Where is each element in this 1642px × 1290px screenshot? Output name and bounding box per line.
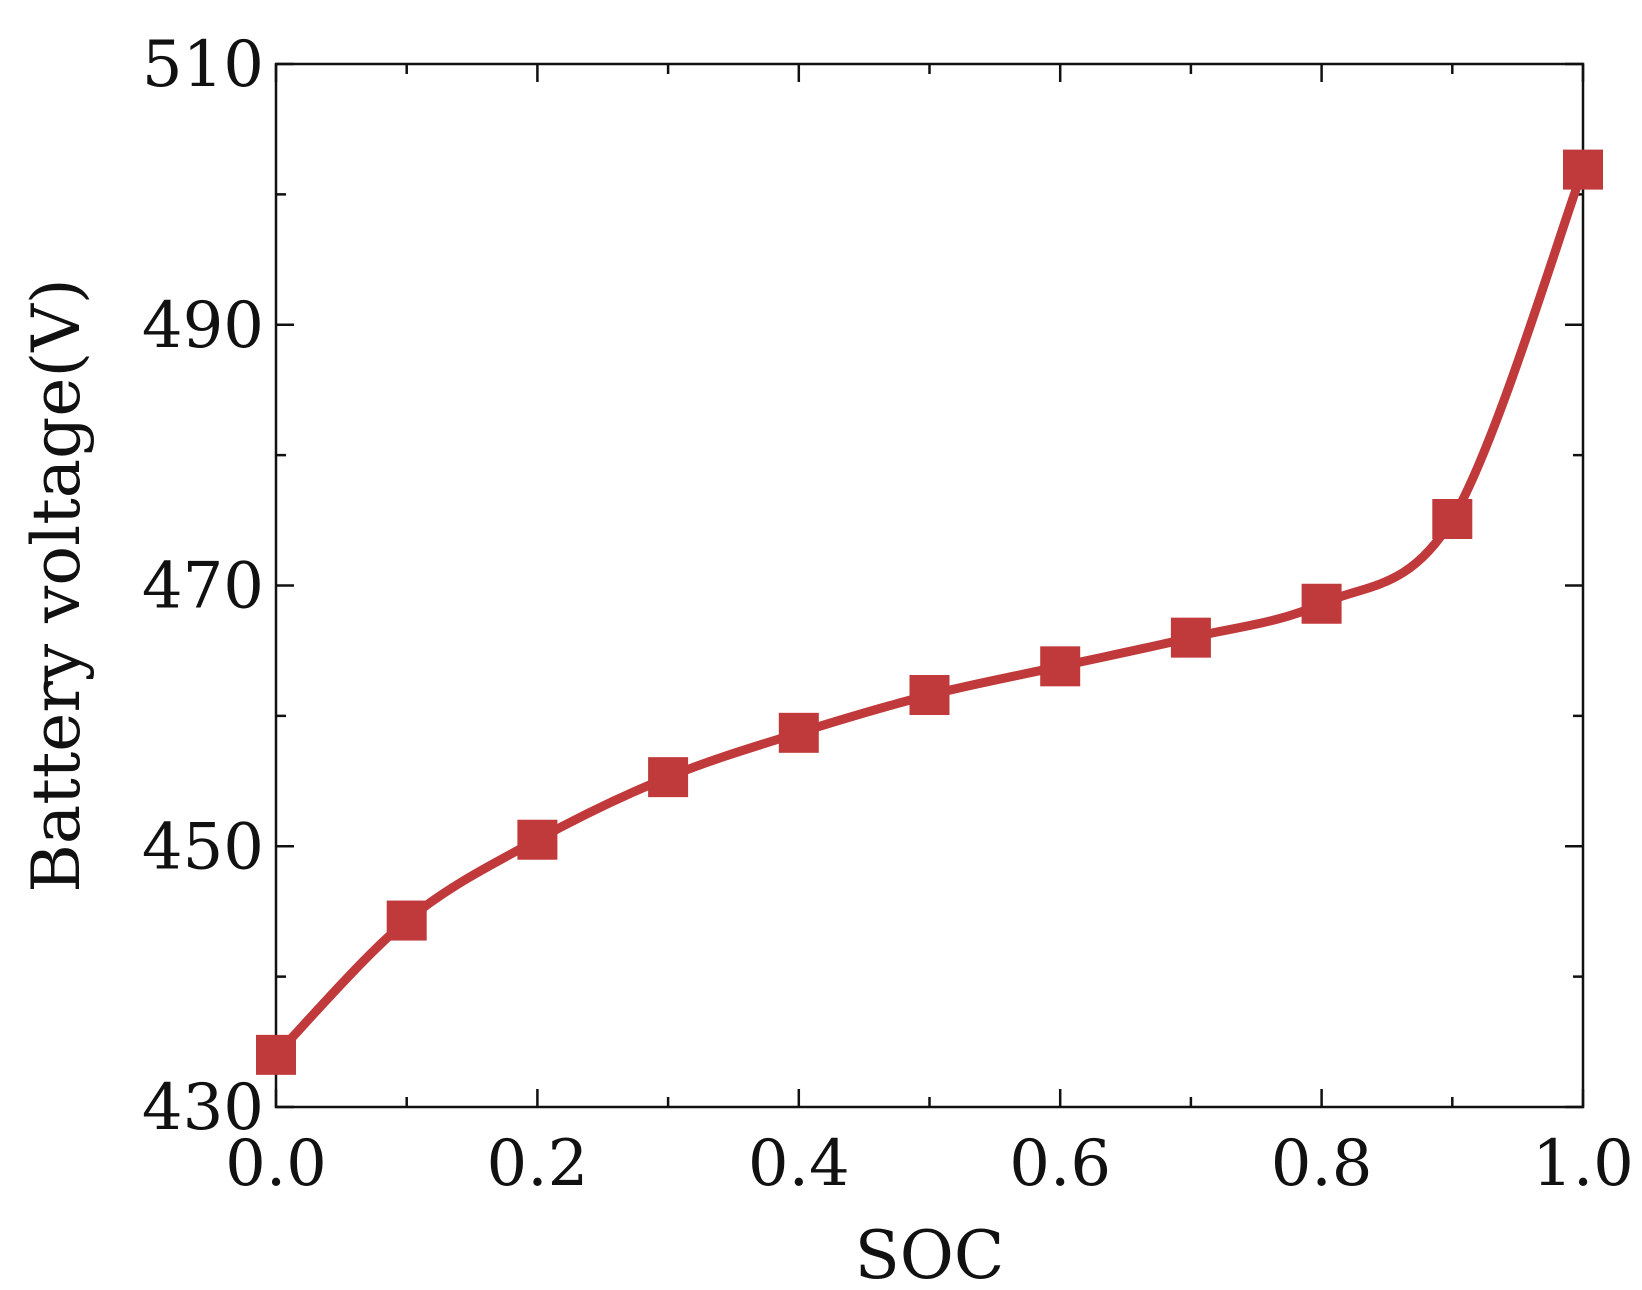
- data-point-marker: [386, 900, 427, 941]
- series-line: [271, 165, 1588, 1060]
- x-tick-label: 0.0: [225, 1127, 327, 1201]
- y-tick-label: 490: [142, 289, 264, 363]
- data-point-marker: [1170, 617, 1211, 658]
- x-tick-label: 0.2: [487, 1127, 589, 1201]
- data-point-marker: [648, 757, 689, 798]
- axes: 0.0 0.2 0.4 0.6 0.8 1.0 430 450 470 490 510: [142, 28, 1634, 1201]
- y-axis-title: Battery voltage(V): [18, 278, 95, 892]
- data-point-marker: [1040, 646, 1081, 687]
- data-point-marker: [517, 819, 558, 860]
- data-point-marker: [778, 712, 819, 753]
- series-layer: [256, 149, 1603, 1075]
- y-tick-label: 430: [142, 1071, 264, 1145]
- y-tick-label: 450: [142, 810, 264, 884]
- data-point-marker: [909, 675, 950, 716]
- data-point-marker: [1432, 499, 1473, 540]
- x-tick-label: 1.0: [1532, 1127, 1634, 1201]
- x-tick-label: 0.4: [748, 1127, 850, 1201]
- y-tick-label: 510: [142, 28, 264, 102]
- x-axis-title: SOC: [855, 1217, 1005, 1290]
- data-point-marker: [256, 1034, 296, 1075]
- data-point-marker: [1563, 149, 1603, 190]
- data-point-marker: [1301, 583, 1342, 624]
- y-tick-label: 470: [142, 550, 264, 624]
- x-tick-label: 0.8: [1271, 1127, 1373, 1201]
- x-tick-label: 0.6: [1009, 1127, 1111, 1201]
